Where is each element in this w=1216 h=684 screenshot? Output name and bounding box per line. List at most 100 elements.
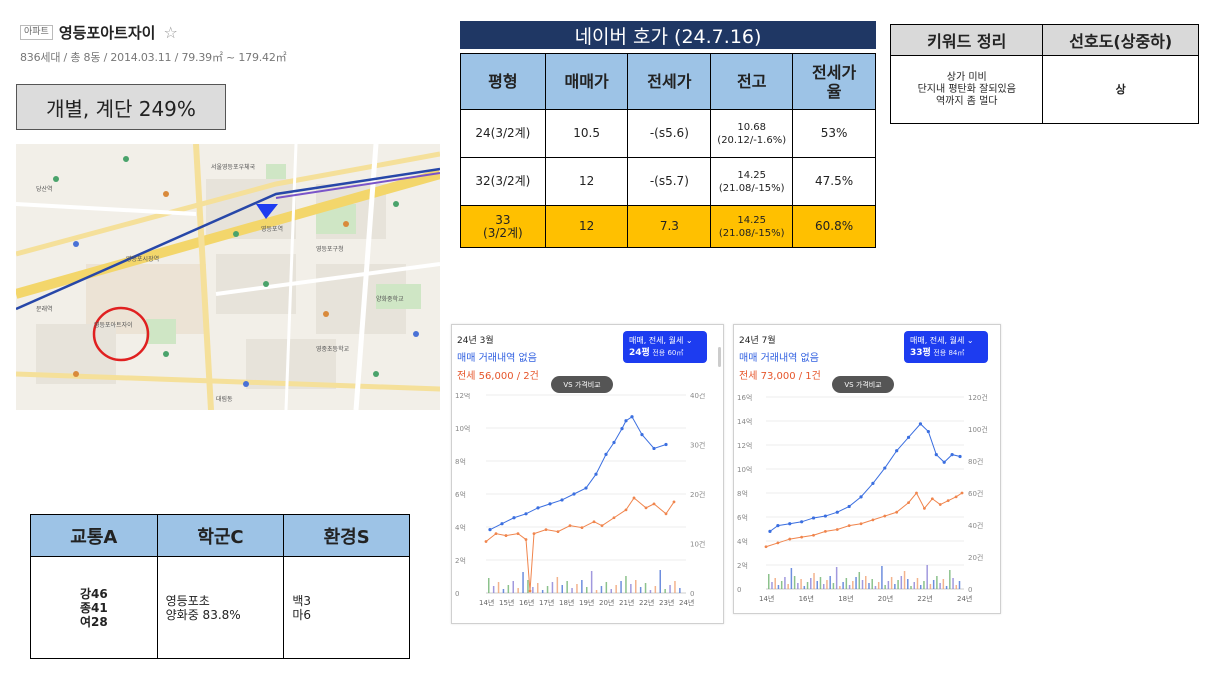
volume-bar: [556, 577, 559, 593]
keyword-note: 역까지 좀 멀다: [935, 95, 998, 107]
keyword-note: 단지내 평탄화 잘되있음: [917, 83, 1016, 95]
volume-bar: [861, 580, 864, 589]
sale-point: [536, 506, 540, 510]
sale-point: [620, 427, 624, 431]
volume-bar: [858, 572, 861, 589]
y-tick-right: 100건: [968, 425, 988, 434]
star-icon[interactable]: ☆: [163, 23, 178, 42]
score-row: 강46 종41 여28 영등포초 양화중 83.8% 백3 마6: [30, 556, 410, 659]
y-tick-right: 60건: [968, 489, 983, 498]
traffic-item: 강46: [79, 586, 108, 601]
sale-point: [823, 514, 827, 518]
sale-point: [500, 522, 504, 526]
x-tick: 20년: [599, 598, 614, 607]
volume-bar: [644, 583, 647, 593]
cell-rate: 53%: [792, 109, 876, 158]
jeonse-point: [824, 530, 827, 533]
peak-sub: (21.08/-15%): [718, 182, 785, 194]
keyword-note: 상가 미비: [946, 71, 987, 83]
y-tick-right: 0: [968, 586, 972, 594]
volume-bar: [903, 571, 906, 589]
map-label-dangsan: 당산역: [36, 186, 53, 193]
map-label-middle: 양화중학교: [376, 296, 404, 303]
jeonse-price-line: [485, 497, 675, 592]
volume-bar: [939, 583, 941, 589]
keyword-table: 키워드 정리 선호도(상중하) 상가 미비 단지내 평탄화 잘되있음 역까지 좀…: [889, 24, 1199, 124]
cell-jeonse: -(s5.6): [627, 109, 712, 158]
sale-point: [926, 429, 930, 434]
volume-bar: [839, 586, 841, 589]
volume-bar: [852, 581, 854, 589]
volume-bar: [630, 584, 632, 593]
jeonse-point: [859, 522, 863, 526]
y-tick-left: 6억: [737, 514, 748, 522]
x-tick: 17년: [539, 598, 554, 607]
volume-bar: [949, 570, 951, 589]
jeonse-point: [484, 540, 488, 543]
price-chart-33[interactable]: 16억 14억 12억 10억 8억 6억 4억 2억 0 120건 100건 80건 60건 40건 20…: [734, 393, 1001, 614]
volume-bar: [881, 566, 883, 589]
sale-point: [811, 516, 816, 520]
cell-rate: 60.8%: [792, 205, 876, 248]
cell-size: 33 (3/2계): [460, 205, 546, 248]
volume-bar: [910, 586, 912, 589]
listing-header: 아파트 영등포아트자이 ☆ 836세대 / 총 8동 / 2014.03.11 …: [20, 22, 340, 65]
keyword-row: 상가 미비 단지내 평탄화 잘되있음 역까지 좀 멀다 상: [889, 55, 1199, 124]
score-header-traffic: 교통A: [30, 514, 158, 557]
quote-header-peak: 전고: [710, 53, 794, 110]
volume-bar: [897, 580, 899, 589]
sale-point: [942, 460, 946, 464]
volume-bar: [929, 584, 932, 589]
jeonse-point: [954, 495, 958, 499]
peak-value: 14.25: [737, 169, 767, 181]
score-header-school: 학군C: [156, 514, 285, 557]
x-tick: 18년: [559, 598, 574, 607]
sale-point: [847, 504, 851, 509]
sale-point: [612, 440, 616, 445]
volume-bar: [620, 581, 622, 593]
apartment-name[interactable]: 영등포아트자이: [58, 24, 156, 42]
volume-bar: [813, 573, 815, 589]
price-chart-24[interactable]: 12억 10억 8억 6억 4억 2억 0 40건 30건 20건 10건 0 14년 15년 16년 17년…: [452, 393, 724, 623]
y-tick-left: 0: [455, 590, 459, 598]
volume-bar: [890, 577, 893, 589]
school-item: 양화중 83.8%: [165, 607, 241, 622]
filter-dropdown-button[interactable]: 매매, 전세, 월세 ⌄ 33평 전용 84㎡: [904, 331, 988, 363]
x-tick: 24년: [957, 594, 972, 603]
apartment-badge: 아파트: [20, 25, 53, 40]
filter-label: 매매, 전세, 월세: [910, 336, 965, 345]
vs-compare-button[interactable]: VS 가격비교: [551, 376, 613, 393]
location-map[interactable]: 영등포아트자이 서울영등포우체국 영등포역 영등포구청 문래역 당산역 영등포시…: [16, 144, 440, 410]
volume-bar: [936, 576, 938, 589]
volume-bar: [871, 579, 873, 589]
y-tick-right: 120건: [968, 393, 988, 402]
apartment-meta: 836세대 / 총 8동 / 2014.03.11 / 79.39㎡ ~ 179…: [20, 51, 287, 64]
volume-bar: [605, 582, 608, 593]
jeonse-point: [544, 528, 548, 532]
volume-bar: [512, 581, 514, 593]
sale-price-line: [489, 416, 667, 531]
sale-point: [624, 419, 628, 423]
x-tick: 20년: [878, 594, 893, 603]
x-tick: 16년: [799, 594, 814, 603]
volume-bar: [884, 585, 886, 589]
jeonse-point: [923, 506, 926, 510]
volume-bar: [942, 579, 945, 589]
volume-bar: [654, 586, 657, 593]
y-tick-left: 4억: [737, 538, 748, 546]
volume-bar: [877, 582, 880, 589]
school-item: 영등포초: [165, 593, 210, 608]
scrollbar[interactable]: [718, 347, 721, 367]
price-chart-card-33: 24년 7월 매매 거래내역 없음 전세 73,000 / 1건 매매, 전세,…: [733, 324, 1001, 614]
quote-header-rate: 전세가 율: [792, 53, 876, 110]
map-label-station: 영등포역: [261, 226, 284, 233]
score-header-row: 교통A 학군C 환경S: [30, 514, 410, 557]
x-tick: 22년: [917, 594, 932, 603]
quote-header-price: 매매가: [544, 53, 629, 110]
vs-compare-button[interactable]: VS 가격비교: [832, 376, 894, 393]
filter-dropdown-button[interactable]: 매매, 전세, 월세 ⌄ 24평 전용 60㎡: [623, 331, 707, 363]
jeonse-point: [600, 524, 604, 528]
map-label-daerim: 대림동: [216, 396, 233, 403]
y-tick-left: 12억: [455, 393, 470, 400]
volume-bar: [932, 580, 935, 589]
